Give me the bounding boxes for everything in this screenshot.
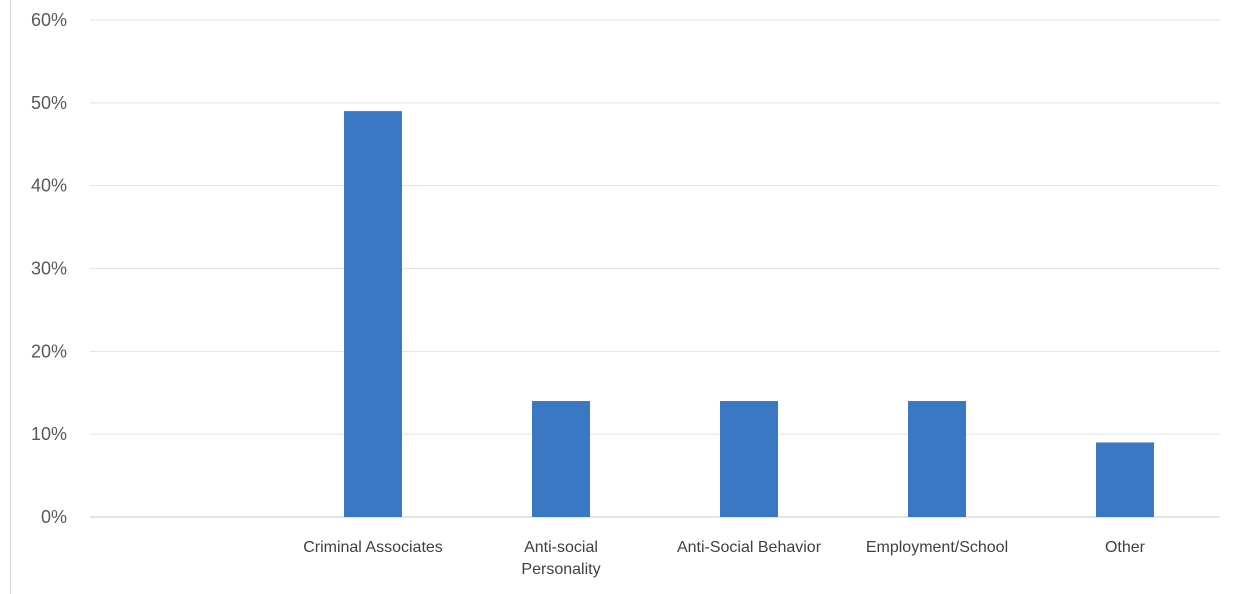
bar xyxy=(720,401,778,517)
x-axis-labels: Criminal Associates Anti-social Personalit… xyxy=(303,539,1145,578)
y-tick-label: 10% xyxy=(31,424,67,444)
bars xyxy=(344,111,1154,517)
bar xyxy=(344,111,402,517)
bar xyxy=(532,401,590,517)
page-edge-line xyxy=(10,0,11,594)
bar xyxy=(908,401,966,517)
y-tick-label: 30% xyxy=(31,259,67,279)
x-tick-label: Criminal Associates xyxy=(303,539,443,556)
y-axis-ticks: 0% 10% 20% 30% 40% 50% 60% xyxy=(31,10,67,527)
x-tick-label: Anti-social Personality xyxy=(521,539,600,578)
y-tick-label: 50% xyxy=(31,93,67,113)
x-tick-label: Anti-Social Behavior xyxy=(677,539,822,556)
y-tick-label: 20% xyxy=(31,341,67,361)
gridlines xyxy=(90,19,1220,518)
x-tick-label: Other xyxy=(1105,539,1146,556)
y-tick-label: 60% xyxy=(31,10,67,30)
x-tick-label: Employment/School xyxy=(866,539,1008,556)
y-tick-label: 0% xyxy=(41,507,67,527)
bar xyxy=(1096,442,1154,517)
y-tick-label: 40% xyxy=(31,176,67,196)
